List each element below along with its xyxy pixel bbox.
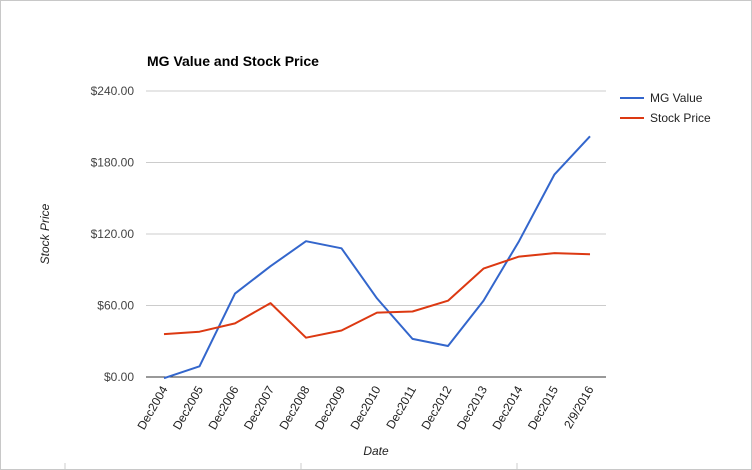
legend-label-stock-price: Stock Price [650, 111, 711, 125]
x-tick-label: Dec2015 [525, 383, 561, 432]
x-tick-label: 2/9/2016 [561, 383, 597, 431]
chart-title: MG Value and Stock Price [147, 53, 319, 69]
x-axis-title: Date [363, 444, 389, 458]
x-tick-label: Dec2005 [170, 383, 206, 432]
y-tick-label: $180.00 [91, 156, 135, 170]
x-tick-label: Dec2006 [205, 383, 241, 432]
x-tick-label: Dec2007 [241, 383, 277, 432]
y-tick-label: $0.00 [104, 370, 134, 384]
legend-label-mg-value: MG Value [650, 91, 703, 105]
x-tick-label: Dec2008 [276, 383, 312, 432]
x-tick-label: Dec2009 [312, 383, 348, 432]
y-axis-title: Stock Price [38, 203, 52, 264]
x-tick-label: Dec2010 [347, 383, 383, 432]
x-tick-label: Dec2011 [383, 383, 419, 431]
x-tick-label: Dec2013 [454, 383, 490, 432]
series-line-mg-value [163, 135, 591, 380]
y-tick-label: $120.00 [91, 227, 135, 241]
y-tick-label: $60.00 [97, 299, 134, 313]
x-tick-label: Dec2014 [489, 383, 525, 432]
x-tick-label: Dec2004 [134, 383, 170, 432]
series-line-stock-price [163, 252, 591, 339]
x-tick-label: Dec2012 [418, 383, 454, 432]
y-tick-label: $240.00 [91, 84, 135, 98]
